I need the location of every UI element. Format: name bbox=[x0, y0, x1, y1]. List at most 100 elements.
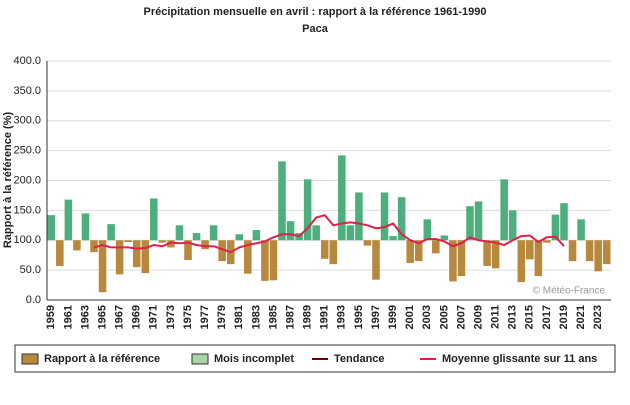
x-tick-label: 1961 bbox=[62, 305, 74, 329]
x-tick-label: 1967 bbox=[114, 305, 126, 329]
bar bbox=[602, 240, 611, 265]
bar bbox=[235, 234, 244, 241]
x-tick-label: 1959 bbox=[45, 305, 57, 329]
x-tick-label: 1979 bbox=[216, 305, 228, 329]
bar bbox=[303, 179, 312, 241]
bar bbox=[184, 240, 192, 260]
x-tick-label: 1987 bbox=[284, 305, 296, 329]
bar bbox=[167, 240, 175, 248]
bar bbox=[500, 179, 508, 241]
bar bbox=[329, 240, 338, 265]
bar bbox=[414, 240, 423, 262]
bar bbox=[81, 213, 90, 241]
bar bbox=[491, 240, 500, 269]
bar bbox=[158, 240, 167, 243]
bar bbox=[389, 236, 397, 241]
bar bbox=[585, 240, 594, 262]
legend-label: Tendance bbox=[334, 353, 385, 365]
bar bbox=[543, 240, 551, 243]
x-tick-label: 2015 bbox=[524, 305, 536, 329]
bar bbox=[64, 199, 73, 241]
bar bbox=[192, 233, 201, 241]
bar bbox=[466, 206, 474, 241]
bar bbox=[457, 240, 466, 277]
legend-swatch bbox=[191, 353, 209, 365]
bar bbox=[98, 240, 107, 293]
x-tick-label: 1981 bbox=[233, 305, 245, 329]
bar bbox=[474, 201, 483, 241]
bar bbox=[218, 240, 226, 262]
x-tick-label: 1969 bbox=[131, 305, 143, 329]
bar bbox=[355, 192, 363, 241]
bar bbox=[560, 203, 568, 241]
moving-average-line bbox=[93, 214, 565, 254]
y-tick-label: 350.0 bbox=[13, 85, 41, 97]
bar bbox=[90, 240, 98, 253]
bar bbox=[594, 240, 602, 272]
x-tick-label: 1977 bbox=[199, 305, 211, 329]
x-tick-label: 2021 bbox=[575, 305, 587, 329]
x-tick-label: 2003 bbox=[421, 305, 433, 329]
bar bbox=[397, 197, 406, 241]
y-tick-label: 300.0 bbox=[13, 115, 41, 127]
bar bbox=[47, 215, 56, 241]
bar bbox=[261, 240, 269, 281]
credit: © Météo-France bbox=[533, 286, 606, 297]
y-axis-label: Rapport à la référence (%) bbox=[2, 112, 14, 249]
bar bbox=[244, 240, 252, 274]
x-tick-label: 1983 bbox=[250, 305, 262, 329]
x-tick-label: 2011 bbox=[490, 305, 502, 329]
bar bbox=[252, 230, 261, 241]
chart-subtitle: Paca bbox=[302, 23, 329, 35]
x-tick-label: 2009 bbox=[472, 305, 484, 329]
bar bbox=[380, 192, 389, 241]
bar bbox=[312, 225, 320, 241]
x-tick-label: 1991 bbox=[319, 305, 331, 329]
chart-title: Précipitation mensuelle en avril : rappo… bbox=[144, 6, 487, 18]
bar bbox=[107, 224, 115, 241]
x-tick-label: 2005 bbox=[438, 305, 450, 329]
bar bbox=[338, 155, 346, 241]
bar bbox=[115, 240, 124, 275]
bar bbox=[320, 240, 329, 259]
bar bbox=[209, 225, 218, 241]
bar bbox=[73, 240, 81, 251]
bar bbox=[124, 240, 132, 243]
bar bbox=[346, 225, 355, 241]
x-tick-label: 2013 bbox=[507, 305, 519, 329]
bar bbox=[534, 240, 543, 277]
x-tick-label: 1963 bbox=[79, 305, 91, 329]
bar bbox=[551, 214, 560, 241]
bar bbox=[440, 235, 449, 241]
bar bbox=[483, 240, 491, 266]
y-tick-label: 400.0 bbox=[13, 55, 41, 67]
bar bbox=[150, 198, 158, 241]
bar bbox=[201, 240, 209, 250]
x-tick-label: 1997 bbox=[370, 305, 382, 329]
x-tick-label: 1999 bbox=[387, 305, 399, 329]
bar bbox=[423, 219, 432, 241]
bar bbox=[568, 240, 577, 262]
bar bbox=[278, 161, 286, 241]
y-tick-label: 0.0 bbox=[26, 294, 41, 306]
bar bbox=[406, 240, 414, 263]
bar bbox=[56, 240, 64, 266]
legend-label: Mois incomplet bbox=[214, 353, 294, 365]
x-tick-label: 1975 bbox=[182, 305, 194, 329]
x-tick-label: 2023 bbox=[592, 305, 604, 329]
bar bbox=[269, 240, 278, 281]
bar bbox=[175, 225, 184, 241]
x-tick-label: 1985 bbox=[267, 305, 279, 329]
x-tick-label: 1965 bbox=[96, 305, 108, 329]
bar bbox=[432, 240, 440, 254]
x-tick-label: 2019 bbox=[558, 305, 570, 329]
bar bbox=[132, 240, 141, 268]
y-tick-label: 200.0 bbox=[13, 174, 41, 186]
bar bbox=[372, 240, 380, 280]
bar bbox=[141, 240, 150, 274]
x-tick-label: 2001 bbox=[404, 305, 416, 329]
x-tick-label: 2007 bbox=[455, 305, 467, 329]
legend-label: Moyenne glissante sur 11 ans bbox=[442, 353, 597, 365]
y-tick-label: 150.0 bbox=[13, 204, 41, 216]
